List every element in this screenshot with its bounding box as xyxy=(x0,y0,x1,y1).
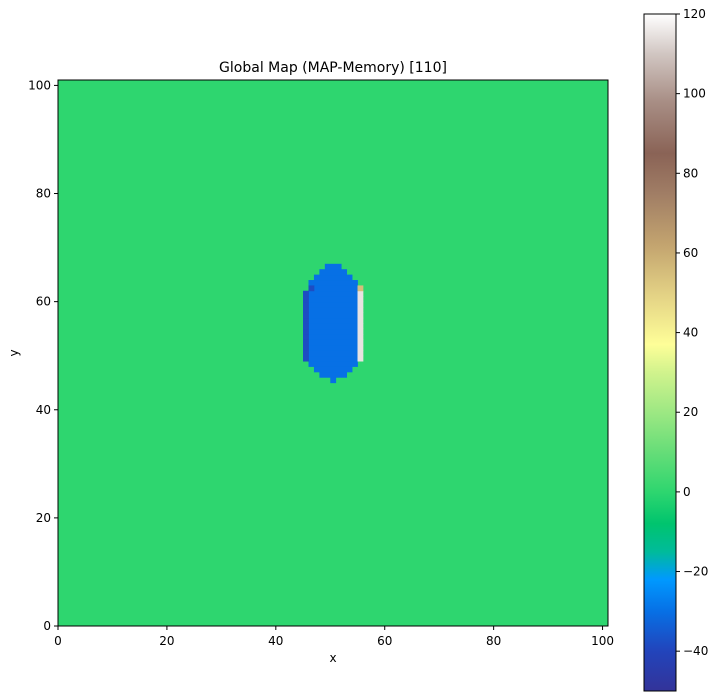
colorbar-tick-label: −20 xyxy=(683,565,708,579)
colorbar-axis: −40 −20 0 20 40 60 80 100 120 xyxy=(676,7,708,658)
heatmap-cell-row xyxy=(303,344,358,351)
heatmap-cell-row xyxy=(303,312,358,319)
heatmap-cell-row xyxy=(357,328,364,335)
heatmap-cell-row xyxy=(303,328,358,335)
heatmap-cell-row xyxy=(303,301,309,308)
heatmap-cell-row xyxy=(303,317,309,324)
heatmap-cell-row xyxy=(303,317,358,324)
heatmap-cell-row xyxy=(313,366,353,373)
colorbar-tick-label: 120 xyxy=(683,7,706,21)
x-tick-label: 80 xyxy=(486,634,501,648)
x-tick-label: 0 xyxy=(54,634,62,648)
heatmap-cell-row xyxy=(303,328,309,335)
heatmap-cell-row xyxy=(303,334,358,340)
heatmap-cell-row xyxy=(319,269,348,276)
heatmap-cell-row xyxy=(357,301,364,308)
heatmap-cell-row xyxy=(303,290,358,297)
heatmap-cell-row xyxy=(303,344,309,351)
x-axis-label: x xyxy=(329,651,336,665)
heatmap-cell-row xyxy=(357,307,364,313)
heatmap-cell-row xyxy=(319,371,348,378)
colorbar-tick-label: −40 xyxy=(683,644,708,658)
heatmap-cell-row xyxy=(303,307,309,313)
y-tick-label: 60 xyxy=(36,295,51,309)
colorbar xyxy=(643,13,677,692)
x-tick-label: 20 xyxy=(159,634,174,648)
colorbar-tick-label: 0 xyxy=(683,485,691,499)
colorbar-tick-label: 20 xyxy=(683,405,698,419)
heatmap-cell-row xyxy=(303,290,309,297)
heatmap-cell-row xyxy=(357,355,364,362)
heatmap-region-lake-core xyxy=(303,263,358,384)
heatmap-cell-row xyxy=(303,334,309,340)
y-tick-label: 80 xyxy=(36,187,51,201)
colorbar-tick-label: 60 xyxy=(683,246,698,260)
y-tick-label: 20 xyxy=(36,511,51,525)
heatmap-cell-row xyxy=(303,296,358,303)
heatmap-cell-row xyxy=(357,339,364,346)
y-tick-label: 40 xyxy=(36,403,51,417)
y-axis-label: y xyxy=(7,349,21,356)
heatmap-cell-row xyxy=(303,312,309,319)
heatmap-cell-row xyxy=(357,285,364,292)
colorbar-tick-label: 80 xyxy=(683,166,698,180)
heatmap-cell-row xyxy=(330,377,337,384)
heatmap-cell-row xyxy=(357,323,364,330)
heatmap xyxy=(58,80,608,626)
heatmap-region-ridge-top-accent xyxy=(357,285,364,292)
colorbar-tick-label: 40 xyxy=(683,326,698,340)
heatmap-cell-row xyxy=(357,312,364,319)
heatmap-cell-row xyxy=(303,339,358,346)
heatmap-cell-row xyxy=(308,285,358,292)
heatmap-cell-row xyxy=(308,361,358,367)
colorbar-tick-label: 100 xyxy=(683,87,706,101)
heatmap-cell-row xyxy=(313,274,353,281)
heatmap-cell-row xyxy=(357,290,364,297)
heatmap-cell-row xyxy=(357,344,364,351)
heatmap-cell-row xyxy=(303,350,358,357)
x-axis: 0 20 40 60 80 100 xyxy=(54,626,614,648)
heatmap-cell-row xyxy=(357,350,364,357)
heatmap-region-ridge-right-edge xyxy=(357,290,364,362)
heatmap-cell-row xyxy=(357,317,364,324)
heatmap-cell-row xyxy=(357,296,364,303)
heatmap-cell-row xyxy=(303,307,358,313)
heatmap-cell-row xyxy=(308,280,358,286)
heatmap-cell-row xyxy=(303,339,309,346)
heatmap-cell-row xyxy=(303,350,309,357)
chart-title: Global Map (MAP-Memory) [110] xyxy=(219,60,447,76)
heatmap-cell-row xyxy=(303,323,358,330)
y-axis: 0 20 40 60 80 100 xyxy=(28,78,58,633)
heatmap-cell-row xyxy=(303,301,358,308)
heatmap-cell-row xyxy=(303,323,309,330)
x-tick-label: 100 xyxy=(591,634,614,648)
heatmap-cell-row xyxy=(303,355,358,362)
heatmap-cell-row xyxy=(303,355,309,362)
x-tick-label: 40 xyxy=(268,634,283,648)
y-tick-label: 100 xyxy=(28,78,51,92)
heatmap-cell-row xyxy=(324,263,342,270)
heatmap-cell-row xyxy=(357,334,364,340)
heatmap-region-lake-left-edge xyxy=(303,285,315,362)
heatmap-cell-row xyxy=(308,285,315,292)
heatmap-cell-row xyxy=(303,296,309,303)
y-tick-label: 0 xyxy=(43,619,51,633)
plot-frame xyxy=(57,79,609,627)
x-tick-label: 60 xyxy=(377,634,392,648)
